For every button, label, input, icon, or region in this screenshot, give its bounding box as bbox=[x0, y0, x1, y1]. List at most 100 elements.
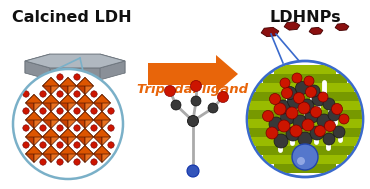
Polygon shape bbox=[68, 112, 77, 129]
Polygon shape bbox=[60, 94, 68, 112]
Circle shape bbox=[40, 125, 46, 131]
Circle shape bbox=[91, 142, 97, 148]
Polygon shape bbox=[94, 146, 102, 163]
Circle shape bbox=[302, 119, 314, 131]
Circle shape bbox=[247, 61, 363, 177]
Polygon shape bbox=[274, 65, 336, 74]
Polygon shape bbox=[60, 77, 77, 86]
Circle shape bbox=[191, 81, 202, 91]
Polygon shape bbox=[252, 92, 359, 101]
Circle shape bbox=[290, 125, 302, 137]
Circle shape bbox=[74, 159, 80, 165]
Circle shape bbox=[171, 100, 181, 110]
Circle shape bbox=[74, 91, 80, 97]
Polygon shape bbox=[51, 112, 60, 129]
Circle shape bbox=[13, 69, 123, 179]
Circle shape bbox=[306, 87, 316, 98]
Circle shape bbox=[298, 132, 312, 146]
Circle shape bbox=[188, 115, 198, 126]
Polygon shape bbox=[26, 146, 34, 163]
Circle shape bbox=[74, 74, 80, 80]
Circle shape bbox=[23, 125, 29, 131]
Circle shape bbox=[282, 88, 293, 98]
Circle shape bbox=[40, 108, 46, 114]
Polygon shape bbox=[85, 129, 94, 146]
Circle shape bbox=[40, 142, 46, 148]
Polygon shape bbox=[77, 94, 85, 112]
Circle shape bbox=[269, 94, 280, 105]
Polygon shape bbox=[256, 146, 354, 155]
Polygon shape bbox=[43, 129, 60, 137]
Circle shape bbox=[57, 91, 63, 97]
Polygon shape bbox=[34, 129, 43, 146]
Circle shape bbox=[324, 121, 336, 132]
Polygon shape bbox=[85, 112, 94, 129]
Circle shape bbox=[262, 111, 273, 122]
Circle shape bbox=[280, 78, 290, 88]
Polygon shape bbox=[77, 77, 94, 86]
Polygon shape bbox=[94, 94, 102, 112]
Polygon shape bbox=[256, 83, 354, 92]
Circle shape bbox=[292, 73, 302, 83]
Polygon shape bbox=[51, 77, 60, 94]
Circle shape bbox=[297, 157, 305, 165]
Circle shape bbox=[304, 76, 314, 86]
Polygon shape bbox=[50, 54, 100, 66]
Circle shape bbox=[57, 108, 63, 114]
Polygon shape bbox=[51, 129, 60, 146]
Circle shape bbox=[274, 103, 286, 115]
Polygon shape bbox=[94, 146, 111, 154]
Polygon shape bbox=[85, 94, 94, 112]
Polygon shape bbox=[102, 94, 111, 112]
Circle shape bbox=[74, 142, 80, 148]
Polygon shape bbox=[94, 112, 102, 129]
Polygon shape bbox=[25, 61, 50, 80]
Polygon shape bbox=[77, 77, 85, 94]
Circle shape bbox=[323, 98, 335, 110]
Text: LDHNPs: LDHNPs bbox=[269, 9, 341, 25]
Polygon shape bbox=[94, 129, 111, 137]
Circle shape bbox=[91, 91, 97, 97]
Circle shape bbox=[91, 125, 97, 131]
Circle shape bbox=[293, 92, 305, 104]
Polygon shape bbox=[51, 146, 60, 163]
Circle shape bbox=[287, 94, 303, 108]
Polygon shape bbox=[43, 129, 51, 146]
Polygon shape bbox=[102, 146, 111, 163]
Polygon shape bbox=[43, 94, 60, 103]
Circle shape bbox=[108, 125, 114, 131]
Polygon shape bbox=[60, 112, 68, 129]
Polygon shape bbox=[34, 112, 43, 129]
Circle shape bbox=[333, 126, 345, 138]
Polygon shape bbox=[100, 61, 125, 80]
Polygon shape bbox=[60, 146, 77, 154]
Polygon shape bbox=[51, 94, 60, 112]
Circle shape bbox=[280, 109, 296, 125]
FancyArrow shape bbox=[148, 55, 238, 93]
Polygon shape bbox=[25, 54, 125, 68]
Circle shape bbox=[278, 120, 290, 132]
Circle shape bbox=[269, 117, 283, 131]
Circle shape bbox=[308, 85, 320, 97]
Polygon shape bbox=[77, 112, 85, 129]
Polygon shape bbox=[77, 94, 94, 103]
Circle shape bbox=[298, 102, 310, 114]
Circle shape bbox=[91, 159, 97, 165]
Polygon shape bbox=[68, 94, 77, 112]
Polygon shape bbox=[43, 112, 60, 120]
Circle shape bbox=[292, 144, 318, 170]
Circle shape bbox=[57, 125, 63, 131]
Circle shape bbox=[274, 134, 288, 148]
Polygon shape bbox=[68, 77, 77, 94]
Circle shape bbox=[40, 159, 46, 165]
Polygon shape bbox=[309, 27, 323, 35]
Polygon shape bbox=[43, 146, 51, 163]
Polygon shape bbox=[252, 137, 359, 146]
Polygon shape bbox=[26, 129, 43, 137]
Text: Calcined LDH: Calcined LDH bbox=[12, 9, 132, 25]
Circle shape bbox=[208, 103, 218, 113]
Polygon shape bbox=[60, 129, 68, 146]
Circle shape bbox=[328, 109, 340, 121]
Circle shape bbox=[323, 133, 335, 145]
Polygon shape bbox=[263, 155, 347, 164]
